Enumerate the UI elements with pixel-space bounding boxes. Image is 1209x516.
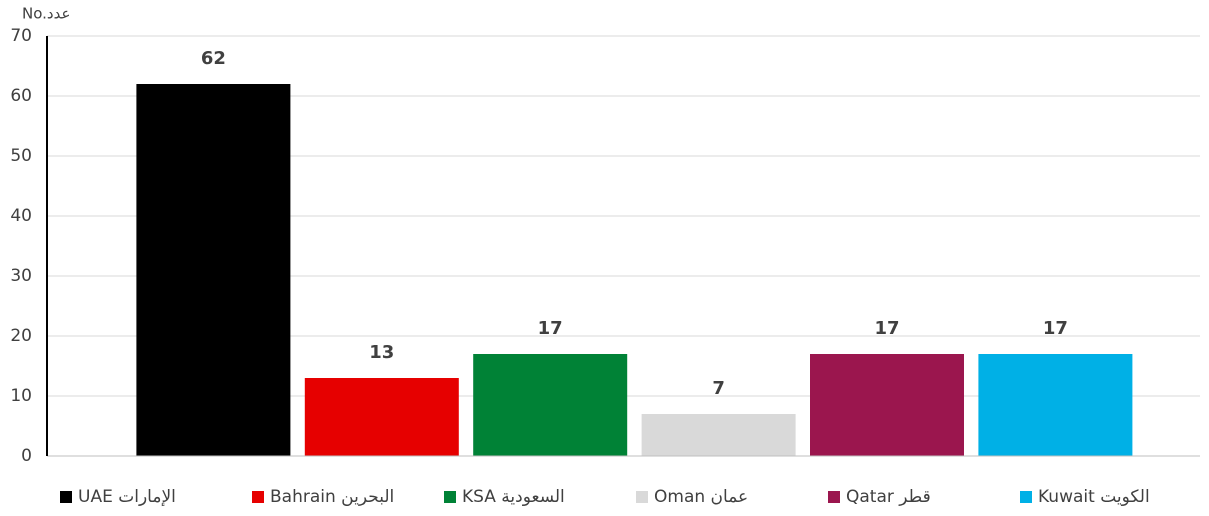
- legend-swatch: [1020, 491, 1032, 503]
- value-label: 17: [538, 318, 563, 339]
- y-tick-label: 70: [10, 26, 32, 46]
- value-label: 7: [712, 378, 725, 399]
- y-tick-label: 20: [10, 326, 32, 346]
- legend-swatch: [252, 491, 264, 503]
- value-label: 62: [201, 48, 226, 69]
- bar: [810, 354, 964, 456]
- value-label: 13: [369, 342, 394, 363]
- legend-label: Kuwait الكويت: [1038, 487, 1150, 507]
- bar: [473, 354, 628, 456]
- legend-swatch: [828, 491, 840, 503]
- y-tick-label: 60: [10, 86, 32, 106]
- bar: [136, 84, 291, 456]
- legend-label: KSA السعودية: [462, 487, 565, 507]
- bar: [978, 354, 1133, 456]
- legend-label: Qatar قطر: [846, 487, 931, 507]
- bar: [304, 378, 459, 456]
- y-axis-label: No.عدد: [22, 5, 70, 23]
- value-label: 17: [1043, 318, 1068, 339]
- legend-swatch: [636, 491, 648, 503]
- y-tick-label: 0: [21, 446, 32, 466]
- legend-label: Bahrain البحرين: [270, 487, 394, 507]
- legend-label: Oman عمان: [654, 487, 748, 507]
- y-tick-label: 30: [10, 266, 32, 286]
- y-tick-label: 40: [10, 206, 32, 226]
- bar: [641, 414, 796, 456]
- y-tick-label: 10: [10, 386, 32, 406]
- legend-label: UAE الإمارات: [78, 487, 176, 507]
- value-label: 17: [874, 318, 899, 339]
- y-tick-label: 50: [10, 146, 32, 166]
- legend-swatch: [444, 491, 456, 503]
- legend-swatch: [60, 491, 72, 503]
